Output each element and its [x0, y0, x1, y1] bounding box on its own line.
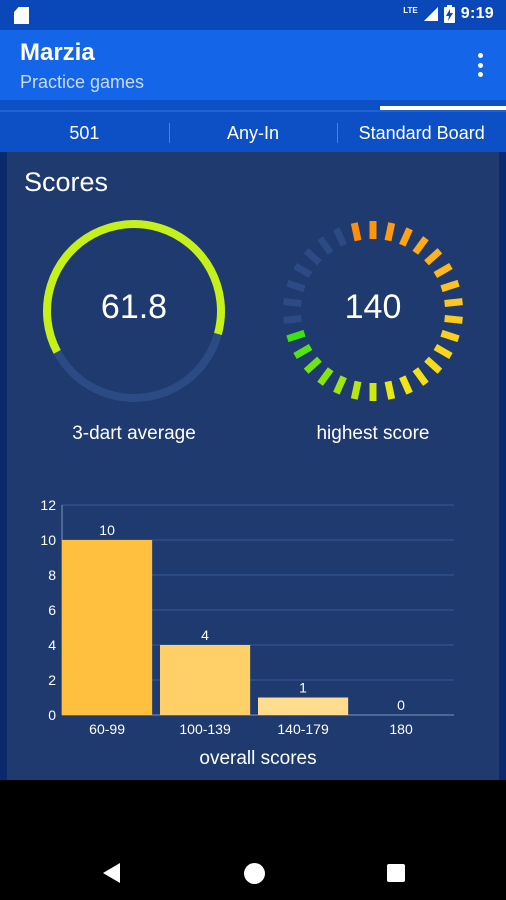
gauge-segment-lit	[399, 227, 413, 247]
signal-icon	[423, 7, 438, 21]
average-gauge	[43, 220, 225, 402]
network-type: LTE	[403, 5, 418, 15]
status-bar: LTE 9:19	[0, 0, 506, 30]
tab-in-mode[interactable]: Any-In	[168, 114, 338, 152]
bar	[160, 645, 251, 715]
x-tick-label: 180	[389, 721, 413, 737]
gauge-segment-lit	[317, 367, 334, 386]
gauge-segment-dim	[317, 236, 334, 255]
recents-square-icon[interactable]	[381, 858, 411, 888]
gauge-segment-lit	[399, 375, 413, 395]
gauge-segment-lit	[350, 222, 362, 242]
gauge-segment-dim	[283, 315, 302, 324]
gauge-segment-lit	[424, 356, 443, 374]
gauge-segment-dim	[333, 227, 347, 247]
gauge-segment-lit	[440, 279, 460, 293]
bar-value-label: 1	[299, 680, 307, 696]
bar-value-label: 10	[99, 522, 115, 538]
y-tick-label: 8	[48, 567, 56, 583]
gauge-segment-lit	[444, 298, 463, 307]
average-gauge-arc	[43, 220, 225, 402]
gauge-segment-lit	[384, 222, 396, 242]
gauges	[43, 220, 463, 402]
clock: 9:19	[460, 5, 494, 22]
y-tick-label: 2	[48, 672, 56, 688]
gauge-segment-lit	[444, 315, 463, 324]
bar	[258, 697, 349, 715]
mode-subtitle: Practice games	[20, 72, 145, 92]
scores-card: Scores 61.8 3-dart average 140 highest s…	[7, 152, 499, 780]
tab-game-type[interactable]: 501	[69, 122, 100, 143]
player-name: Marzia	[20, 39, 95, 66]
y-tick-label: 0	[48, 707, 56, 723]
gauge-segment-lit	[303, 356, 322, 374]
home-circle-icon[interactable]	[239, 858, 269, 888]
bar-value-label: 0	[397, 697, 405, 713]
system-nav-bar	[0, 780, 506, 900]
bar-value-label: 4	[201, 627, 209, 643]
highest-score-value: 140	[344, 288, 402, 326]
tab-indicator	[380, 106, 506, 110]
gauge-segment-dim	[283, 298, 302, 307]
x-tick-label: 60-99	[89, 721, 125, 737]
gauge-segment-lit	[293, 343, 313, 360]
more-vert-icon[interactable]	[468, 51, 492, 79]
gauge-segment-dim	[286, 279, 306, 293]
score-distribution-chart: 0 2 4 6 8 10 12 10 60-99 4 100-139 1 140-179 0 180 over…	[40, 497, 454, 769]
average-label: 3-dart average	[72, 423, 196, 444]
app-bar: Marzia Practice games	[0, 30, 506, 100]
y-tick-label: 4	[48, 637, 56, 653]
gauge-segment-lit	[440, 329, 460, 343]
gauge-segment-lit	[350, 380, 362, 400]
content-area: Scores 61.8 3-dart average 140 highest s…	[0, 152, 506, 780]
battery-charging-icon	[443, 5, 455, 23]
gauge-segment-dim	[303, 248, 322, 266]
bar	[62, 540, 153, 715]
gauge-segment-lit	[412, 236, 429, 255]
gauge-segment-lit	[286, 329, 306, 343]
tab-divider	[0, 110, 506, 112]
sd-card-icon	[14, 7, 29, 24]
y-tick-label: 12	[40, 497, 56, 513]
tab-board[interactable]: Standard Board	[337, 114, 506, 152]
highest-score-label: highest score	[316, 423, 430, 444]
x-tick-label: 140-179	[277, 721, 329, 737]
x-axis-title: overall scores	[199, 748, 316, 769]
gauge-segment-lit	[424, 248, 443, 266]
y-tick-label: 10	[40, 532, 56, 548]
gauge-segment-lit	[433, 343, 453, 360]
gauge-segment-lit	[412, 367, 429, 386]
back-triangle-icon[interactable]	[96, 858, 126, 888]
tab-strip: 501 Any-In Standard Board	[0, 100, 506, 152]
gauge-segment-dim	[293, 262, 313, 279]
highest-score-gauge	[283, 221, 463, 401]
gauge-segment-lit	[384, 380, 396, 400]
y-tick-label: 6	[48, 602, 56, 618]
average-value: 61.8	[100, 288, 168, 326]
gauge-segment-lit	[333, 375, 347, 395]
gauge-segment-lit	[433, 262, 453, 279]
section-title: Scores	[24, 167, 109, 197]
x-tick-label: 100-139	[179, 721, 231, 737]
